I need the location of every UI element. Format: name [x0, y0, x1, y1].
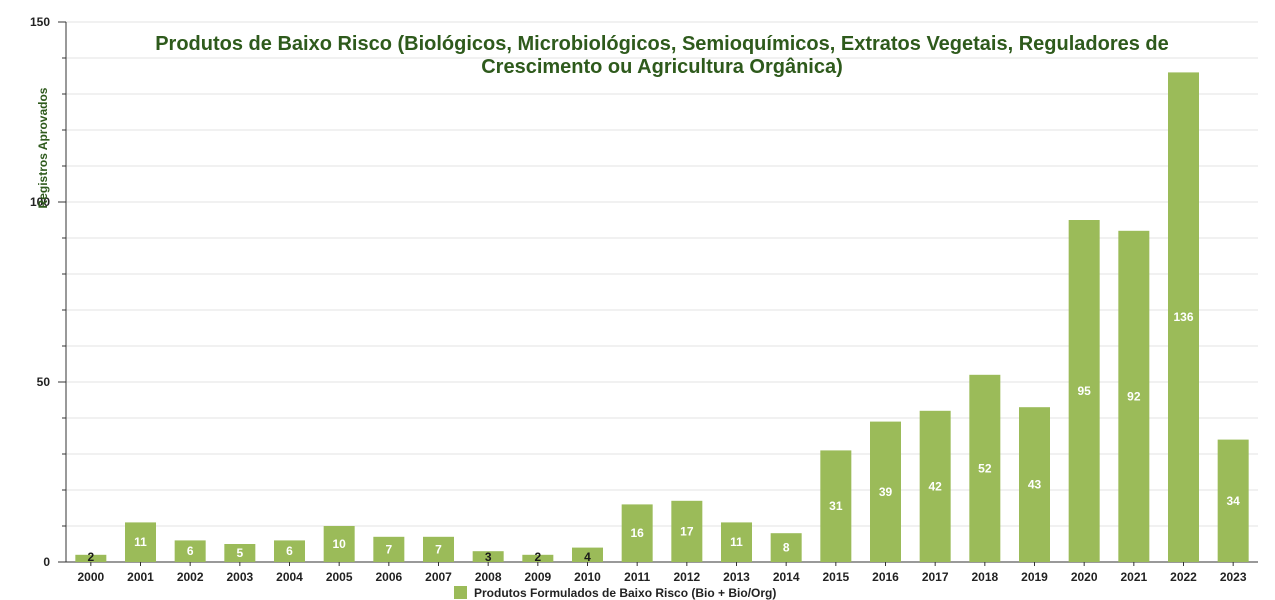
- data-label: 7: [385, 542, 392, 556]
- x-tick-label: 2012: [673, 570, 700, 584]
- x-tick-label: 2000: [77, 570, 104, 584]
- chart-title-line-2: Crescimento ou Agricultura Orgânica): [481, 56, 843, 78]
- bar-series: [75, 72, 1249, 563]
- x-tick-label: 2002: [177, 570, 204, 584]
- x-tick-label: 2004: [276, 570, 303, 584]
- x-tick-label: 2003: [226, 570, 253, 584]
- data-label: 5: [236, 546, 243, 560]
- data-label: 39: [879, 485, 893, 499]
- data-label: 8: [783, 541, 790, 555]
- data-label: 16: [630, 526, 644, 540]
- bar: [224, 544, 256, 562]
- bar: [919, 410, 951, 562]
- x-tick-label: 2014: [773, 570, 800, 584]
- y-tick-label: 150: [30, 15, 50, 29]
- data-label: 34: [1226, 494, 1240, 508]
- data-label: 10: [332, 537, 346, 551]
- bar: [274, 540, 305, 562]
- y-axis-label: Registros Aprovados: [36, 87, 50, 208]
- data-label: 2: [87, 550, 94, 564]
- bar: [969, 374, 1001, 562]
- bar: [770, 533, 802, 562]
- x-tick-label: 2017: [922, 570, 949, 584]
- bar: [472, 551, 504, 562]
- y-axis-ticks: 0 50 100 150: [30, 15, 66, 569]
- y-tick-label: 100: [30, 195, 50, 209]
- x-tick-label: 2015: [822, 570, 849, 584]
- bar: [721, 522, 752, 562]
- data-label: 3: [485, 550, 492, 564]
- bar: [671, 500, 703, 562]
- data-label: 17: [680, 524, 694, 538]
- bar: [125, 522, 156, 562]
- bar: [1019, 407, 1050, 562]
- bar: [423, 536, 454, 562]
- bar: [75, 554, 107, 562]
- x-tick-label: 2016: [872, 570, 899, 584]
- x-tick-label: 2013: [723, 570, 750, 584]
- x-tick-label: 2020: [1071, 570, 1098, 584]
- data-label: 95: [1077, 384, 1091, 398]
- data-label: 92: [1127, 389, 1141, 403]
- x-tick-label: 2023: [1220, 570, 1247, 584]
- x-tick-label: 2011: [624, 570, 650, 584]
- x-axis-ticks: 2000 2001 2002 2003 2004 2005 2006 2007 2008 2009…: [77, 562, 1247, 584]
- y-tick-label: 50: [37, 375, 51, 389]
- bar: [1168, 72, 1199, 563]
- data-label: 6: [286, 544, 293, 558]
- data-label: 136: [1173, 310, 1193, 324]
- x-tick-label: 2005: [326, 570, 353, 584]
- bar: [820, 450, 852, 562]
- bar: [870, 421, 901, 562]
- bar: [621, 504, 653, 562]
- data-label: 2: [534, 550, 541, 564]
- bar: [1217, 439, 1249, 562]
- bar: [1068, 220, 1100, 562]
- x-tick-label: 2007: [425, 570, 452, 584]
- data-label: 11: [730, 535, 743, 549]
- legend: Produtos Formulados de Baixo Risco (Bio …: [454, 586, 776, 600]
- chart-title-line-1: Produtos de Baixo Risco (Biológicos, Mic…: [155, 33, 1169, 55]
- grid-lines: [66, 21, 1258, 527]
- x-tick-label: 2008: [475, 570, 502, 584]
- data-label: 6: [187, 544, 194, 558]
- data-label: 31: [829, 499, 843, 513]
- legend-label: Produtos Formulados de Baixo Risco (Bio …: [474, 586, 776, 600]
- data-label: 52: [978, 461, 992, 475]
- x-tick-label: 2018: [971, 570, 998, 584]
- data-label: 43: [1028, 478, 1042, 492]
- data-label: 4: [584, 550, 591, 564]
- bar: [373, 536, 405, 562]
- data-labels: 2 11 6 5 6 10 7 7 3 2 4 16 17 11 8 31 39 42 52 43 95 92 136 34: [87, 310, 1240, 564]
- y-tick-label: 0: [43, 555, 50, 569]
- data-label: 11: [134, 535, 147, 549]
- x-tick-label: 2009: [524, 570, 551, 584]
- data-label: 42: [928, 479, 942, 493]
- x-tick-label: 2001: [127, 570, 154, 584]
- bar: [323, 526, 355, 562]
- x-tick-label: 2006: [375, 570, 402, 584]
- x-tick-label: 2019: [1021, 570, 1048, 584]
- bar: [174, 540, 206, 562]
- data-label: 7: [435, 542, 442, 556]
- x-tick-label: 2022: [1170, 570, 1197, 584]
- legend-swatch: [454, 586, 467, 599]
- bar: [522, 554, 554, 562]
- bar: [1118, 230, 1150, 563]
- bar: [572, 547, 603, 562]
- x-tick-label: 2021: [1120, 570, 1147, 584]
- x-tick-label: 2010: [574, 570, 601, 584]
